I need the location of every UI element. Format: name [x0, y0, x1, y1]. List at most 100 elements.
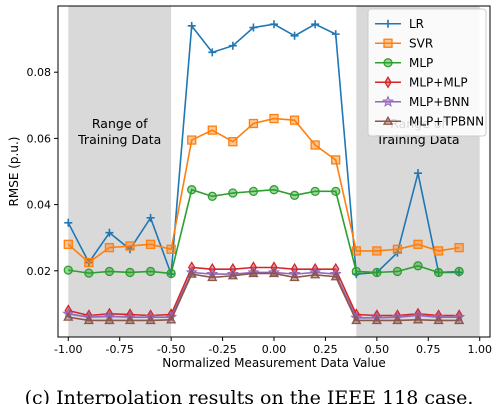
marker-square — [392, 244, 403, 254]
legend-label: MLP+TPBNN — [409, 114, 484, 128]
marker-triangle — [371, 315, 382, 325]
figure-caption: (c) Interpolation results on the IEEE 11… — [25, 387, 474, 404]
legend-entry: MLP — [375, 56, 433, 70]
marker-diamond — [384, 75, 392, 89]
marker-square — [383, 38, 393, 48]
marker-plus — [64, 218, 73, 227]
y-axis-label: RMSE (p.u.) — [7, 137, 21, 207]
marker-square — [187, 135, 197, 145]
marker-square — [145, 239, 156, 249]
training-range-label: Range of — [92, 116, 148, 131]
x-tick-label: -0.50 — [157, 343, 185, 356]
series-svr — [63, 113, 464, 268]
marker-triangle — [310, 269, 321, 279]
marker-triangle — [289, 272, 300, 282]
marker-triangle — [433, 315, 444, 325]
x-tick-label: 0.00 — [262, 343, 287, 356]
x-tick-label: 0.50 — [365, 343, 390, 356]
marker-circle — [433, 267, 444, 278]
marker-circle — [392, 266, 403, 277]
marker-circle — [228, 188, 238, 198]
legend-label: LR — [409, 17, 424, 31]
series-line — [68, 272, 460, 322]
marker-circle — [125, 267, 135, 278]
marker-circle — [63, 265, 73, 275]
axis-ticks: -1.00 -0.75 -0.50 -0.25 0.00 0.25 0.50 0.75 1.00… — [27, 66, 492, 356]
series-layer — [62, 20, 466, 325]
legend: LR SVR MLP MLP+MLP MLP+BNN MLP+TPBNN — [367, 8, 487, 137]
marker-circle — [413, 261, 423, 271]
marker-circle — [145, 266, 156, 277]
marker-square — [413, 239, 423, 249]
legend-entry: MLP+MLP — [375, 75, 468, 89]
marker-square — [372, 246, 382, 256]
legend-entry: LR — [375, 17, 424, 31]
marker-circle — [289, 190, 300, 200]
y-tick-label: 0.04 — [27, 199, 52, 212]
marker-triangle — [268, 268, 280, 278]
x-tick-label: -0.25 — [208, 343, 236, 356]
marker-circle — [372, 267, 382, 278]
marker-circle — [248, 186, 259, 197]
marker-triangle — [63, 311, 74, 321]
x-tick-label: 0.75 — [416, 343, 441, 356]
legend-label: MLP — [409, 56, 433, 70]
y-tick-label: 0.06 — [27, 132, 52, 145]
marker-triangle — [166, 314, 177, 324]
marker-square — [248, 118, 259, 129]
legend-entry: MLP+TPBNN — [375, 114, 484, 128]
marker-triangle — [351, 315, 362, 325]
marker-triangle — [207, 272, 218, 282]
x-axis-label: Normalized Measurement Data Value — [162, 356, 385, 370]
marker-plus — [228, 41, 237, 50]
legend-label: SVR — [409, 36, 433, 50]
marker-triangle — [454, 315, 465, 325]
marker-plus — [311, 20, 320, 29]
y-tick-label: 0.08 — [27, 66, 52, 79]
marker-square — [433, 246, 444, 256]
x-tick-label: 1.00 — [467, 343, 492, 356]
marker-square — [166, 244, 176, 254]
marker-plus — [384, 19, 392, 28]
marker-triangle — [124, 315, 136, 325]
marker-plus — [414, 169, 422, 178]
marker-circle — [351, 266, 361, 277]
marker-triangle — [145, 315, 156, 325]
marker-triangle — [392, 315, 403, 325]
marker-circle — [331, 186, 341, 197]
marker-circle — [166, 268, 176, 279]
marker-triangle — [382, 115, 394, 125]
x-tick-label: -0.75 — [105, 343, 133, 356]
x-tick-label: 0.25 — [313, 343, 338, 356]
marker-triangle — [227, 270, 238, 280]
marker-plus — [208, 48, 217, 57]
marker-square — [125, 241, 135, 251]
legend-label: MLP+BNN — [409, 95, 470, 109]
marker-triangle — [330, 271, 341, 281]
marker-circle — [454, 266, 464, 277]
marker-triangle — [412, 314, 424, 324]
marker-triangle — [83, 315, 94, 325]
marker-square — [84, 257, 94, 268]
marker-plus — [146, 213, 155, 222]
marker-square — [310, 140, 320, 150]
marker-triangle — [248, 268, 259, 278]
marker-plus — [105, 228, 114, 237]
marker-circle — [187, 185, 197, 195]
marker-square — [351, 246, 361, 256]
marker-square — [63, 239, 73, 249]
series-mlp — [63, 185, 464, 279]
marker-plus — [270, 20, 278, 29]
marker-circle — [104, 266, 115, 277]
marker-triangle — [186, 268, 197, 278]
training-range-label: Training Data — [77, 132, 161, 147]
marker-square — [331, 155, 341, 165]
legend-entry: MLP+BNN — [375, 95, 470, 109]
marker-circle — [383, 58, 393, 68]
marker-plus — [249, 23, 258, 32]
marker-plus — [290, 31, 299, 40]
marker-triangle — [104, 315, 115, 325]
marker-circle — [310, 186, 320, 197]
marker-square — [454, 242, 464, 253]
